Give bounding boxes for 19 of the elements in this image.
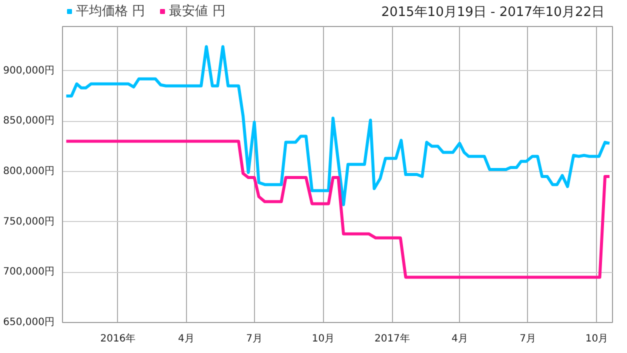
y-tick-label: 850,000円 [3,116,55,127]
x-tick-label: 4月 [178,334,194,344]
text: 2015年10月19日 - 2017年10月22日 [381,5,605,20]
y-tick-label: 800,000円 [3,166,55,177]
x-tick-label: 2016年 [100,332,136,344]
x-tick-label: 7月 [520,334,536,344]
y-tick-label: 650,000円 [3,317,55,328]
y-tick-label: 750,000円 [3,216,55,228]
y-tick-label: 700,000円 [3,266,55,278]
legend-label: 最安値 円 [169,3,226,20]
x-tick-label: 4月 [451,334,468,344]
y-tick-label: 900,000円 [3,65,55,76]
x-tick-label: 7月 [246,334,263,344]
line-series [64,140,612,279]
x-tick-label: 10月 [312,334,335,344]
x-tick-label: 10月 [585,334,608,344]
line-series [64,45,612,206]
x-tick-label: 2017年 [374,332,410,344]
legend-label: 平均価格 円 [76,3,146,20]
